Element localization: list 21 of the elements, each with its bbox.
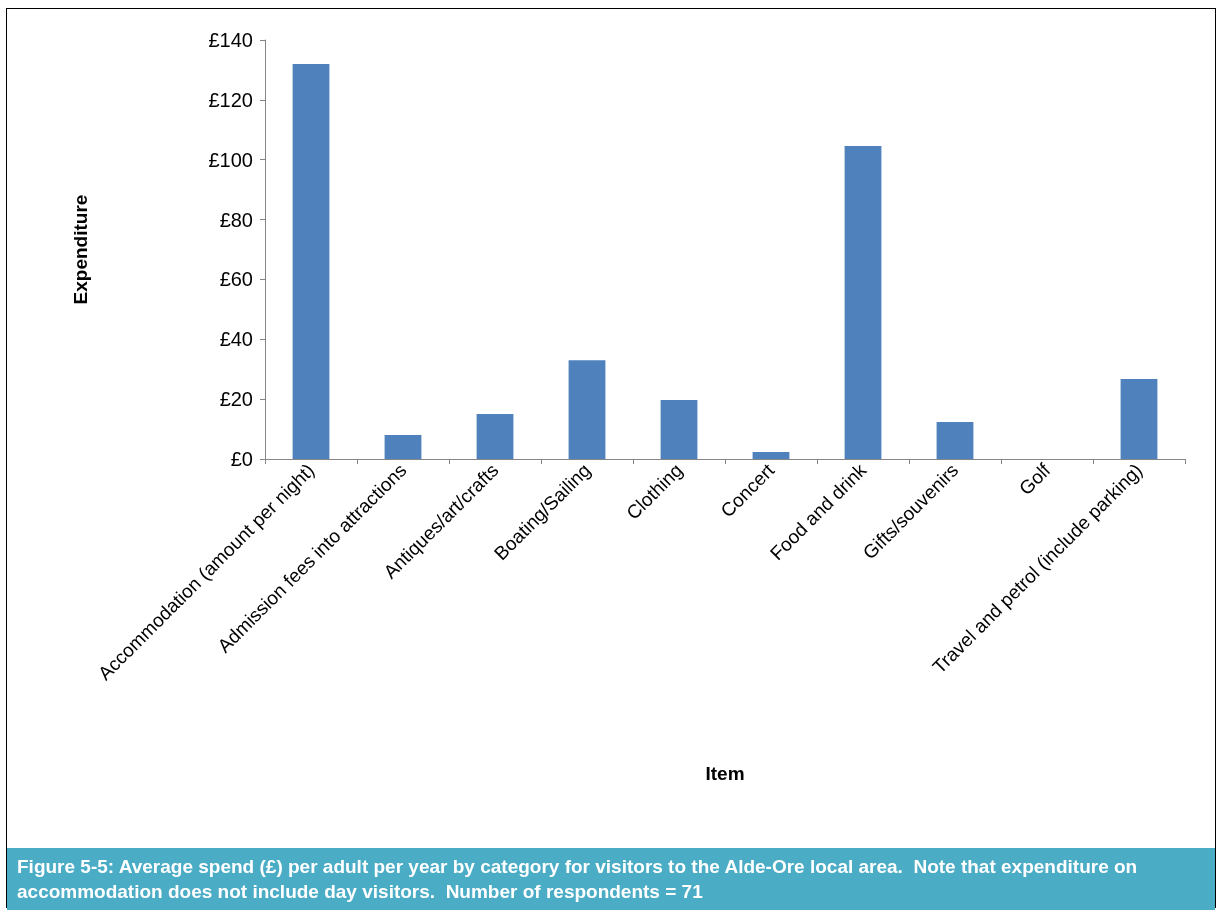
y-tick-label: £140 bbox=[208, 29, 253, 51]
bar bbox=[660, 400, 698, 459]
bar bbox=[292, 63, 330, 459]
y-axis-title: Expenditure bbox=[70, 194, 91, 305]
bar bbox=[936, 421, 974, 459]
bar bbox=[752, 452, 790, 459]
y-tick-label: £80 bbox=[219, 208, 253, 231]
y-tick-label: £60 bbox=[219, 268, 253, 291]
caption: Figure 5-5: Average spend (£) per adult per year by category for visitors to the Alde-Ore local area. Note that expenditure on accommodation does not include day visitors. Number of respondents = 71 bbox=[7, 848, 1215, 910]
y-tick-label: £100 bbox=[208, 148, 253, 171]
y-tick-label: £20 bbox=[219, 388, 253, 411]
y-tick-label: £40 bbox=[219, 328, 253, 351]
bar bbox=[384, 435, 422, 459]
y-tick-label: £0 bbox=[230, 448, 253, 470]
bar bbox=[476, 414, 514, 459]
y-tick-label: £120 bbox=[208, 88, 253, 111]
bar bbox=[1120, 379, 1158, 459]
x-tick-label: Golf bbox=[1014, 459, 1055, 500]
bar bbox=[844, 145, 882, 459]
bar bbox=[568, 360, 606, 459]
x-axis-title: Item bbox=[705, 763, 745, 784]
